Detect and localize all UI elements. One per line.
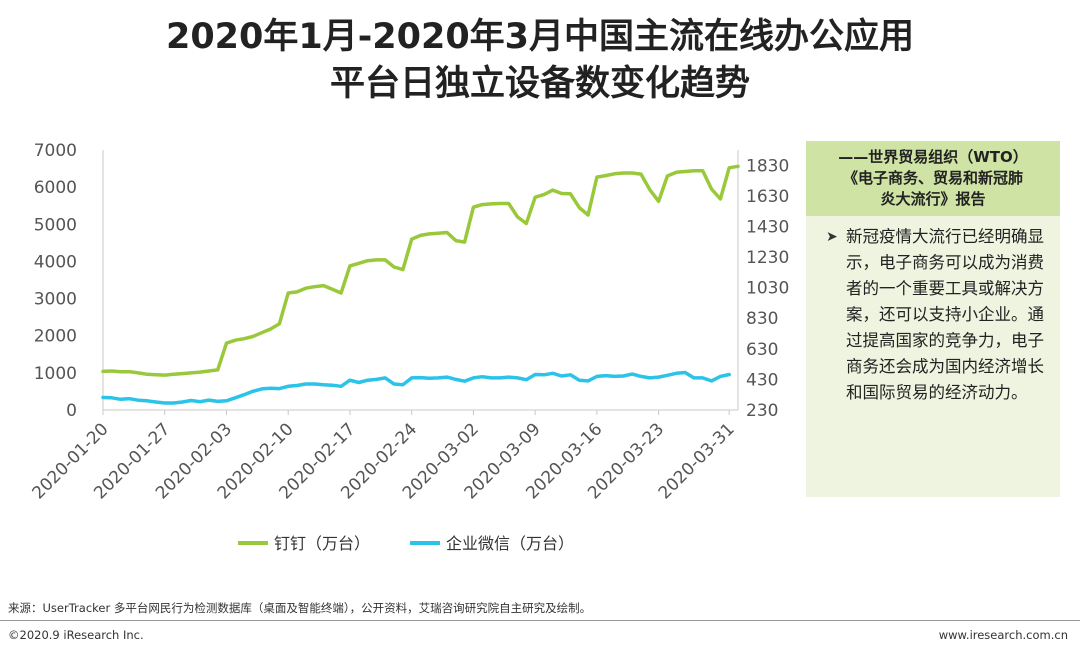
panel-heading: ——世界贸易组织（WTO） 《电子商务、贸易和新冠肺 炎大流行》报告 <box>806 141 1060 216</box>
y-right-tick-label: 830 <box>746 309 778 329</box>
y-left-tick-label: 4000 <box>34 252 77 272</box>
y-left-tick-label: 2000 <box>34 327 77 347</box>
y-right-tick-label: 1830 <box>746 156 789 176</box>
source-note: 来源：UserTracker 多平台网民行为检测数据库（桌面及智能终端），公开资… <box>8 601 592 615</box>
panel-body: ➤ 新冠疫情大流行已经明确显示，电子商务可以成为消费者的一个重要工具或解决方案，… <box>806 216 1060 406</box>
title-line-2: 平台日独立设备数变化趋势 <box>329 64 750 104</box>
y-right-tick-label: 630 <box>746 340 778 360</box>
x-tick-label: 2020-03-31 <box>655 419 739 503</box>
chart-title: 2020年1月-2020年3月中国主流在线办公应用 平台日独立设备数变化趋势 <box>0 14 1080 108</box>
y-left-tick-label: 1000 <box>34 364 77 384</box>
y-left-tick-label: 0 <box>66 401 77 421</box>
y-right-tick-label: 430 <box>746 370 778 390</box>
y-right-tick-label: 1630 <box>746 187 789 207</box>
y-left-tick-label: 7000 <box>34 141 77 161</box>
wto-quote-panel: ——世界贸易组织（WTO） 《电子商务、贸易和新冠肺 炎大流行》报告 ➤ 新冠疫… <box>806 141 1060 497</box>
line-chart: 0 1000 2000 3000 4000 5000 6000 7000 230 430 630 83… <box>29 141 790 553</box>
y-left-tick-label: 6000 <box>34 178 77 198</box>
y-right-tick-label: 1430 <box>746 217 789 237</box>
y-right-tick-label: 1230 <box>746 248 789 268</box>
title-line-1: 2020年1月-2020年3月中国主流在线办公应用 <box>165 17 915 57</box>
panel-body-text: 新冠疫情大流行已经明确显示，电子商务可以成为消费者的一个重要工具或解决方案，还可… <box>846 227 1044 402</box>
legend-label-dingtalk: 钉钉（万台） <box>274 534 370 553</box>
y-left-tick-label: 5000 <box>34 215 77 235</box>
panel-heading-line-3: 炎大流行》报告 <box>880 190 986 208</box>
series-line-dingtalk <box>101 164 740 377</box>
panel-heading-line-2: 《电子商务、贸易和新冠肺 <box>842 169 1023 187</box>
y-left-tick-label: 3000 <box>34 290 77 310</box>
panel-heading-line-1: ——世界贸易组织（WTO） <box>838 148 1028 166</box>
copyright: ©2020.9 iResearch Inc. <box>8 628 144 642</box>
arrow-bullet-icon: ➤ <box>826 229 838 245</box>
y-right-tick-label: 230 <box>746 401 778 421</box>
footer-divider <box>0 620 1080 621</box>
legend-label-wecom: 企业微信（万台） <box>446 534 574 553</box>
y-right-tick-label: 1030 <box>746 279 789 299</box>
website-link[interactable]: www.iresearch.com.cn <box>938 628 1068 642</box>
series-line-wecom <box>101 370 731 405</box>
